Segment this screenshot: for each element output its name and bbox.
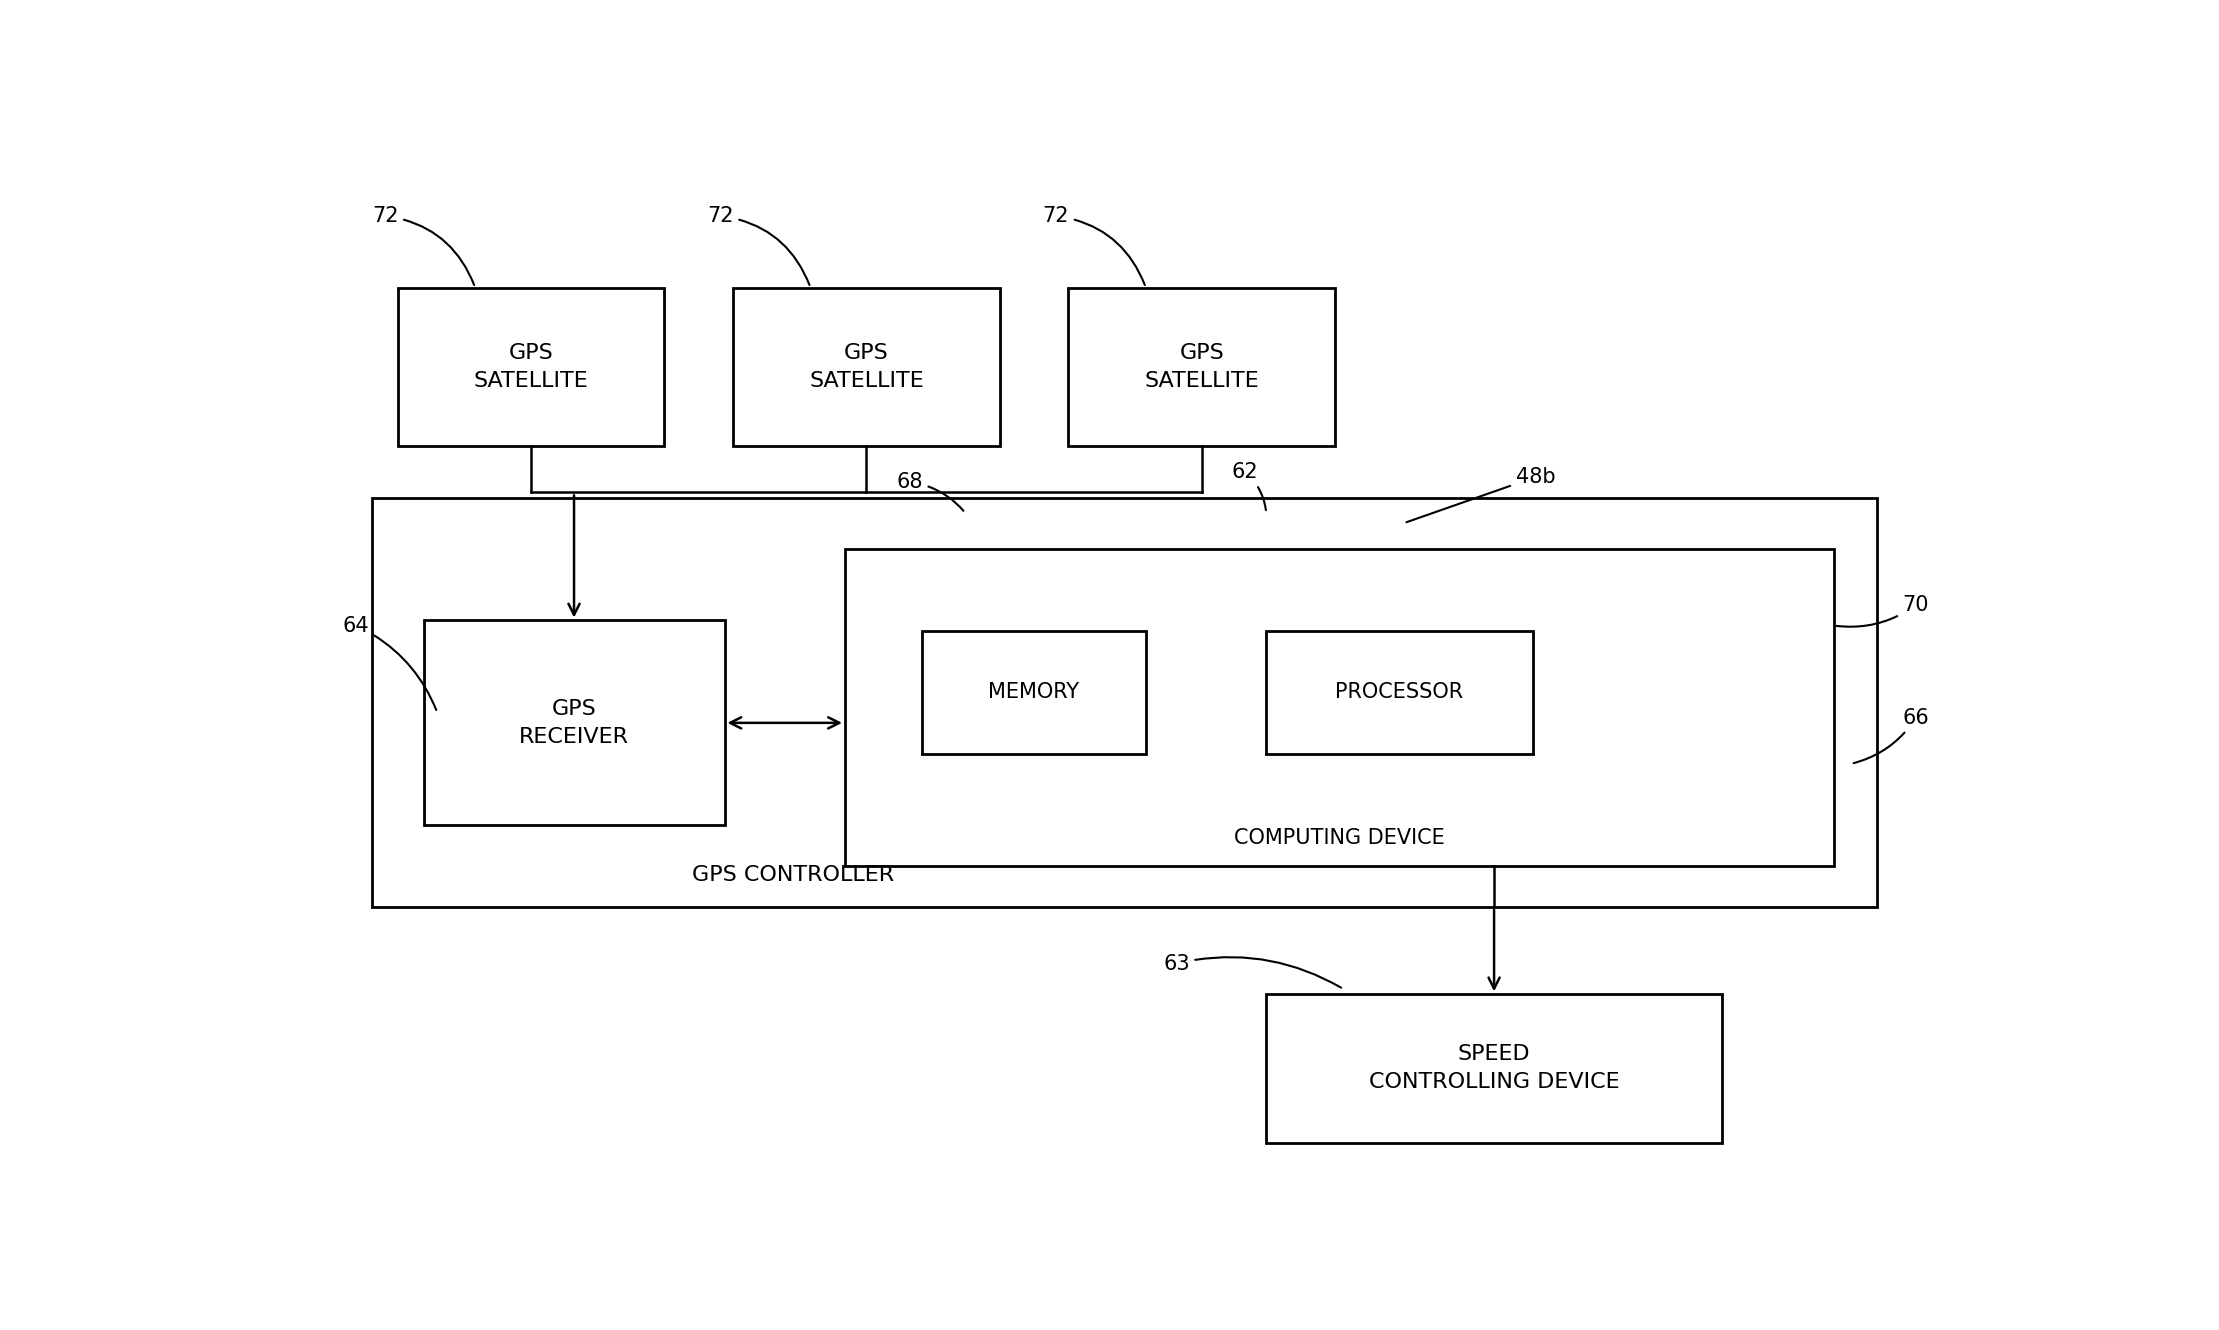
Text: 48b: 48b: [1407, 467, 1556, 523]
Text: PROCESSOR: PROCESSOR: [1336, 682, 1465, 702]
Text: 68: 68: [896, 472, 963, 511]
Bar: [1267, 995, 1722, 1142]
Text: GPS
SATELLITE: GPS SATELLITE: [1145, 343, 1258, 391]
Text: 72: 72: [1043, 206, 1145, 285]
Text: 72: 72: [708, 206, 810, 285]
Text: 63: 63: [1163, 954, 1340, 988]
Text: MEMORY: MEMORY: [987, 682, 1081, 702]
Bar: [732, 287, 1001, 447]
Text: SPEED
CONTROLLING DEVICE: SPEED CONTROLLING DEVICE: [1369, 1044, 1620, 1092]
Bar: [923, 630, 1145, 754]
Text: 66: 66: [1853, 708, 1928, 763]
Text: 62: 62: [1232, 462, 1265, 511]
Bar: [845, 549, 1833, 866]
Bar: [1267, 630, 1533, 754]
Text: COMPUTING DEVICE: COMPUTING DEVICE: [1234, 827, 1445, 847]
Text: GPS
SATELLITE: GPS SATELLITE: [473, 343, 588, 391]
Bar: [1070, 287, 1336, 447]
Text: 70: 70: [1837, 595, 1928, 626]
Text: 72: 72: [373, 206, 475, 285]
Bar: [424, 620, 723, 825]
Text: GPS
RECEIVER: GPS RECEIVER: [519, 698, 628, 747]
Bar: [397, 287, 663, 447]
Text: GPS
SATELLITE: GPS SATELLITE: [810, 343, 923, 391]
Text: 64: 64: [342, 616, 437, 710]
Text: GPS CONTROLLER: GPS CONTROLLER: [692, 864, 894, 884]
Bar: [373, 497, 1877, 907]
